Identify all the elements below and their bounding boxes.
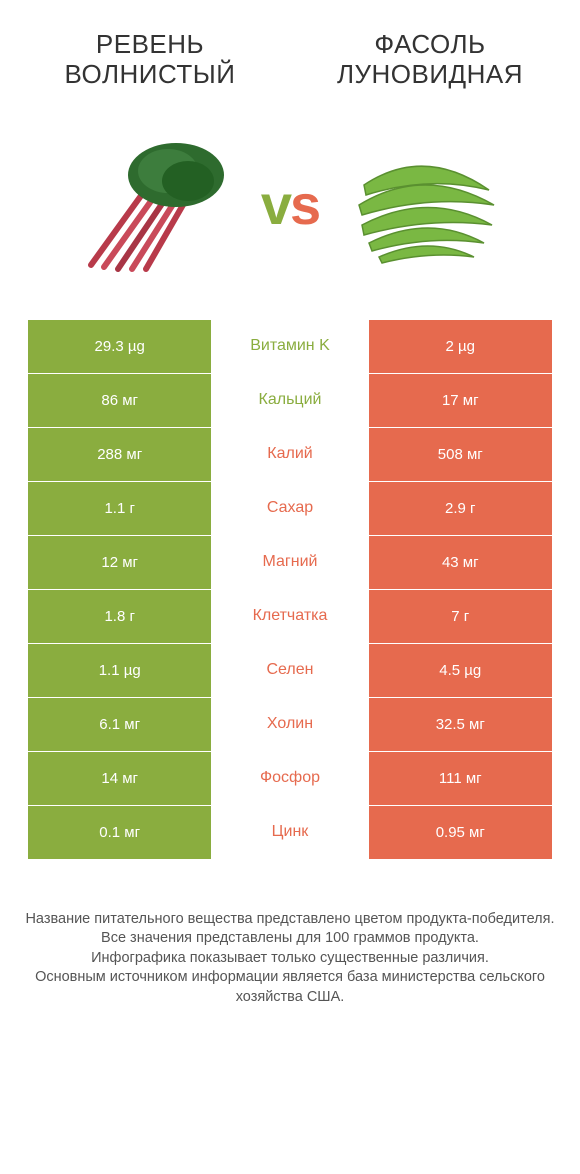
vs-v: v [261,173,290,236]
right-value-cell: 111 мг [369,752,552,805]
table-row: 1.8 гКлетчатка7 г [28,590,552,644]
table-row: 288 мгКалий508 мг [28,428,552,482]
right-value-cell: 43 мг [369,536,552,589]
vs-row: vs [0,110,580,320]
nutrient-label-cell: Холин [211,698,368,751]
left-value-cell: 29.3 µg [28,320,211,373]
right-product-title: ФАСОЛЬ ЛУНОВИДНАЯ [290,30,570,90]
header-row: РЕВЕНЬ ВОЛНИСТЫЙ ФАСОЛЬ ЛУНОВИДНАЯ [0,0,580,110]
table-row: 6.1 мгХолин32.5 мг [28,698,552,752]
nutrient-label-cell: Цинк [211,806,368,859]
left-value-cell: 6.1 мг [28,698,211,751]
nutrient-label-cell: Фосфор [211,752,368,805]
left-product-title: РЕВЕНЬ ВОЛНИСТЫЙ [10,30,290,90]
table-row: 0.1 мгЦинк0.95 мг [28,806,552,860]
nutrient-label-cell: Витамин K [211,320,368,373]
footer-line-3: Инфографика показывает только существенн… [24,949,556,969]
right-value-cell: 2.9 г [369,482,552,535]
nutrient-label-cell: Сахар [211,482,368,535]
table-row: 1.1 µgСелен4.5 µg [28,644,552,698]
rhubarb-image [71,130,251,280]
right-value-cell: 7 г [369,590,552,643]
left-value-cell: 86 мг [28,374,211,427]
left-value-cell: 1.1 г [28,482,211,535]
right-value-cell: 4.5 µg [369,644,552,697]
table-row: 1.1 гСахар2.9 г [28,482,552,536]
table-row: 12 мгМагний43 мг [28,536,552,590]
vs-label: vs [261,172,319,237]
left-value-cell: 0.1 мг [28,806,211,859]
footer-line-2: Все значения представлены для 100 граммо… [24,929,556,949]
left-value-cell: 1.8 г [28,590,211,643]
right-value-cell: 2 µg [369,320,552,373]
nutrient-label-cell: Калий [211,428,368,481]
comparison-table: 29.3 µgВитамин K2 µg86 мгКальций17 мг288… [0,320,580,860]
left-value-cell: 288 мг [28,428,211,481]
left-value-cell: 1.1 µg [28,644,211,697]
right-value-cell: 508 мг [369,428,552,481]
nutrient-label-cell: Кальций [211,374,368,427]
beans-image [329,130,509,280]
footer-notes: Название питательного вещества представл… [0,860,580,1028]
vs-s: s [290,173,319,236]
table-row: 29.3 µgВитамин K2 µg [28,320,552,374]
nutrient-label-cell: Селен [211,644,368,697]
footer-line-4: Основным источником информации является … [24,968,556,1007]
table-row: 86 мгКальций17 мг [28,374,552,428]
nutrient-label-cell: Клетчатка [211,590,368,643]
footer-line-1: Название питательного вещества представл… [24,910,556,930]
right-value-cell: 32.5 мг [369,698,552,751]
right-value-cell: 0.95 мг [369,806,552,859]
right-value-cell: 17 мг [369,374,552,427]
nutrient-label-cell: Магний [211,536,368,589]
table-row: 14 мгФосфор111 мг [28,752,552,806]
left-value-cell: 12 мг [28,536,211,589]
left-value-cell: 14 мг [28,752,211,805]
